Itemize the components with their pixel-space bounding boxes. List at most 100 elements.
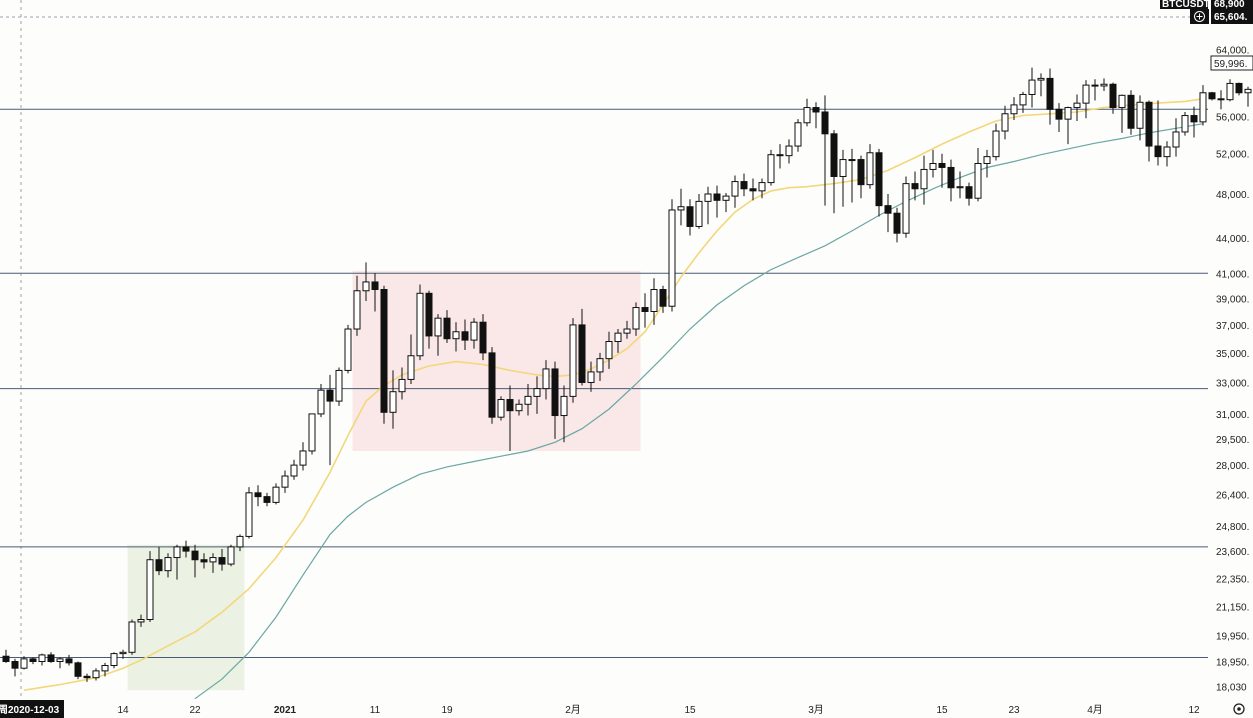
candle-body-up — [533, 388, 541, 397]
candle — [668, 199, 676, 312]
candle-body-up — [146, 559, 154, 621]
candle-body-down — [506, 399, 514, 412]
candle — [803, 98, 811, 127]
candle — [353, 275, 361, 336]
candle-body-up — [1037, 77, 1045, 81]
candle — [182, 540, 190, 558]
plus-icon[interactable] — [1194, 11, 1205, 22]
candle — [236, 534, 244, 552]
time-tick-label: 2月 — [565, 704, 581, 716]
candle-body-down — [830, 133, 838, 177]
candle-body-up — [956, 186, 964, 189]
candle-body-down — [641, 307, 649, 313]
candle — [776, 144, 784, 169]
candle — [695, 193, 703, 229]
candle-body-up — [173, 546, 181, 559]
candle-body-up — [992, 130, 1000, 158]
time-tick-label: 14 — [117, 705, 129, 716]
candle-body-down — [1235, 82, 1243, 94]
price-tick-label: 64,000. — [1216, 45, 1249, 56]
price-tick-label: 18,030 — [1216, 683, 1247, 694]
candle — [1037, 73, 1045, 97]
candle-body-down — [857, 159, 865, 186]
candle — [542, 360, 550, 400]
candle-body-up — [1100, 83, 1108, 87]
candle — [650, 278, 658, 325]
candle — [110, 652, 118, 669]
time-tick-label: 15 — [684, 705, 696, 716]
candle — [479, 314, 487, 361]
candle-body-up — [38, 654, 46, 663]
candle — [1073, 94, 1081, 121]
candle — [443, 310, 451, 343]
candle — [794, 119, 802, 152]
badge-price-2-text: 65,604. — [1214, 12, 1248, 23]
candle-body-up — [1010, 104, 1018, 115]
candle — [569, 318, 577, 403]
candle — [1136, 95, 1144, 141]
candle-body-up — [317, 389, 325, 415]
candle-body-up — [704, 193, 712, 202]
candle-body-up — [623, 328, 631, 334]
candle — [830, 130, 838, 214]
add-alert-button[interactable] — [1190, 9, 1209, 24]
candle — [596, 352, 604, 381]
crosshair-date-prefix: 周 — [0, 704, 8, 716]
candle-body-up — [1001, 113, 1009, 132]
price-tick-label: 41,000. — [1216, 269, 1249, 280]
time-tick-label: 12 — [1188, 705, 1200, 716]
candle — [29, 657, 37, 665]
candle-body-up — [470, 321, 478, 341]
candle-body-down — [29, 658, 37, 663]
candle-body-up — [695, 200, 703, 227]
price-tick-label: 33,000. — [1216, 378, 1249, 389]
candle — [137, 614, 145, 627]
candle-body-up — [1199, 92, 1207, 123]
candle — [929, 149, 937, 178]
candle — [101, 662, 109, 677]
candle — [83, 673, 91, 682]
candle-body-up — [1226, 82, 1234, 101]
time-tick-label: 19 — [441, 705, 453, 716]
crosshair-date-badge: 周 2020-12-03 — [0, 700, 64, 718]
candle-body-up — [767, 154, 775, 184]
candle — [1109, 82, 1117, 114]
candle-body-up — [866, 152, 874, 186]
candle-body-up — [632, 307, 640, 330]
candle — [767, 149, 775, 186]
price-tick-label: 24,800. — [1216, 522, 1249, 533]
candle-body-down — [821, 111, 829, 135]
price-axis[interactable]: 64,000. 56,000. 52,000. 48,000. 44,000. 41,00… — [1216, 45, 1249, 693]
candle-body-down — [1046, 77, 1054, 110]
candle — [641, 293, 649, 328]
candle — [974, 147, 982, 202]
candle-body-up — [128, 621, 136, 653]
candle — [1199, 85, 1207, 126]
candle-body-down — [83, 675, 91, 679]
time-axis[interactable]: 14 22 2021 11 19 2月 15 3月 15 23 4月 12 — [117, 704, 1200, 716]
candle — [56, 657, 64, 669]
candle-body-up — [1073, 102, 1081, 109]
candle — [272, 483, 280, 505]
candle-body-down — [65, 658, 73, 664]
candle — [1181, 111, 1189, 136]
last-price-text: 59,996. — [1214, 59, 1247, 70]
time-tick-label: 15 — [936, 705, 948, 716]
candle-body-down — [893, 212, 901, 234]
settings-icon[interactable] — [1233, 703, 1245, 715]
symbol-badge: BTCUSDT — [1160, 0, 1210, 10]
candle — [506, 385, 514, 451]
candle-body-down — [191, 550, 199, 561]
candle-body-up — [416, 292, 424, 357]
candle — [497, 396, 505, 421]
symbol-badge-text: BTCUSDT — [1162, 0, 1210, 10]
candle — [254, 485, 262, 507]
candle-body-up — [1181, 115, 1189, 133]
candle — [362, 262, 370, 302]
candle-body-up — [1136, 101, 1144, 129]
candle — [677, 188, 685, 226]
candle-body-down — [713, 193, 721, 201]
candles — [2, 67, 1252, 682]
candle-body-up — [344, 328, 352, 371]
